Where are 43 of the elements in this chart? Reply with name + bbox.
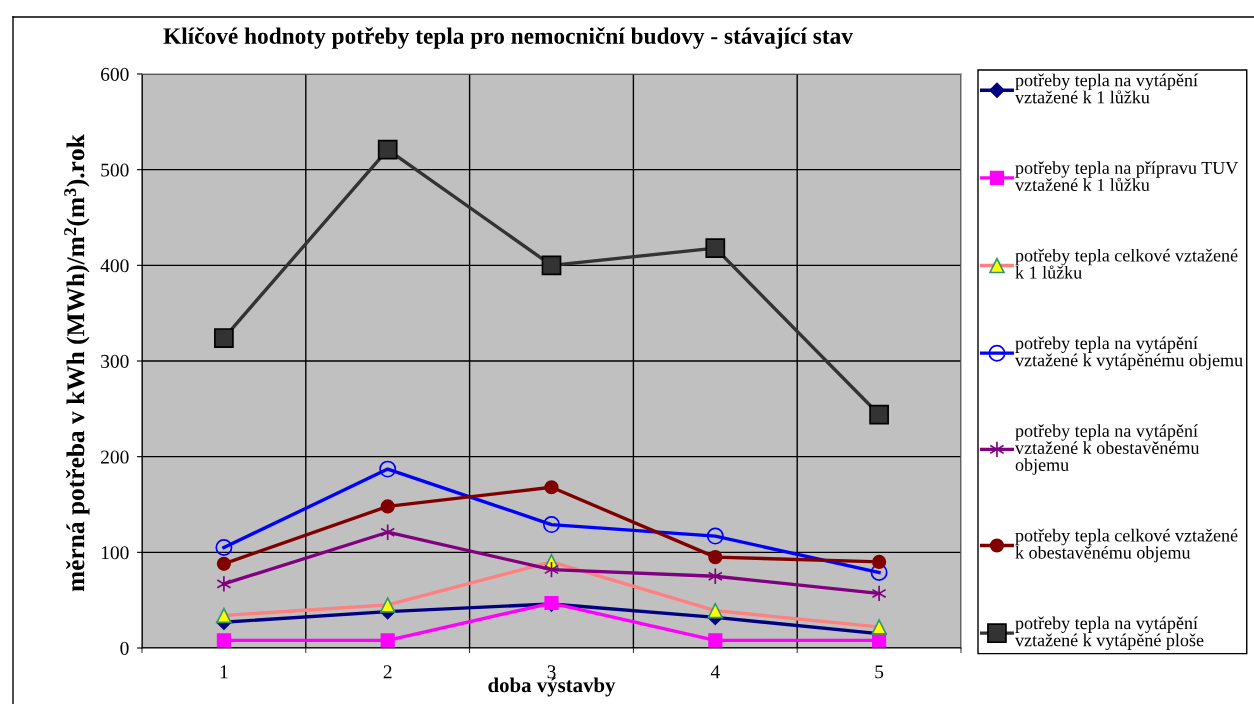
y-tick-label: 500 bbox=[101, 163, 129, 177]
point bbox=[706, 527, 724, 545]
point bbox=[707, 567, 723, 585]
point bbox=[541, 255, 562, 276]
y-tick-label: 200 bbox=[101, 450, 129, 464]
chart-title: Klíčové hodnoty potřeby tepla pro nemocniční budovy - stávající stav bbox=[163, 27, 853, 49]
point bbox=[216, 556, 231, 571]
point bbox=[216, 575, 232, 593]
legend-label: potřeby tepla na vytápění vztažené k vytápěné ploše bbox=[1015, 616, 1204, 651]
point bbox=[216, 633, 231, 648]
y-tick-label: 0 bbox=[120, 641, 129, 655]
legend-label: potřeby tepla celkové vztažené k obestavěnému objemu bbox=[1015, 528, 1238, 563]
point bbox=[380, 499, 395, 514]
y-tick-label: 100 bbox=[101, 546, 129, 560]
point bbox=[214, 328, 234, 348]
y-tick-label: 400 bbox=[100, 259, 129, 273]
y-axis-title: měrná potřeba v kWh (MWh)/m$^{2}$(m$^{3}$).rok bbox=[64, 134, 90, 592]
point bbox=[708, 633, 723, 648]
point bbox=[380, 633, 395, 648]
point bbox=[215, 539, 233, 557]
x-tick-label: 4 bbox=[710, 665, 720, 679]
legend-label: potřeby tepla na vytápění vztažené k vytápěnému objemu bbox=[1015, 336, 1243, 371]
x-tick-label: 2 bbox=[383, 665, 392, 679]
point bbox=[708, 550, 723, 565]
x-axis-title: doba výstavby bbox=[488, 677, 616, 697]
x-tick-label: 3 bbox=[547, 665, 556, 679]
legend-label: potřeby tepla na přípravu TUV vztažené k 1 lůžku bbox=[1015, 161, 1239, 192]
point bbox=[377, 139, 398, 160]
point bbox=[544, 480, 559, 495]
x-tick-label: 5 bbox=[875, 665, 884, 679]
point bbox=[871, 584, 887, 602]
point bbox=[869, 404, 889, 425]
point bbox=[379, 460, 397, 478]
x-tick-label: 1 bbox=[220, 665, 228, 679]
legend-label: potřeby tepla na vytápění vztažené k 1 lůžku bbox=[1015, 73, 1198, 104]
point bbox=[705, 238, 726, 258]
legend-label: potřeby tepla na vytápění vztažené k obestavěnému objemu bbox=[1015, 424, 1200, 475]
legend-label: potřeby tepla celkové vztažené k 1 lůžku bbox=[1015, 248, 1238, 279]
point bbox=[380, 523, 396, 541]
y-tick-label: 600 bbox=[101, 67, 129, 81]
y-tick-label: 300 bbox=[101, 354, 129, 368]
point bbox=[872, 554, 887, 569]
point bbox=[543, 516, 560, 534]
